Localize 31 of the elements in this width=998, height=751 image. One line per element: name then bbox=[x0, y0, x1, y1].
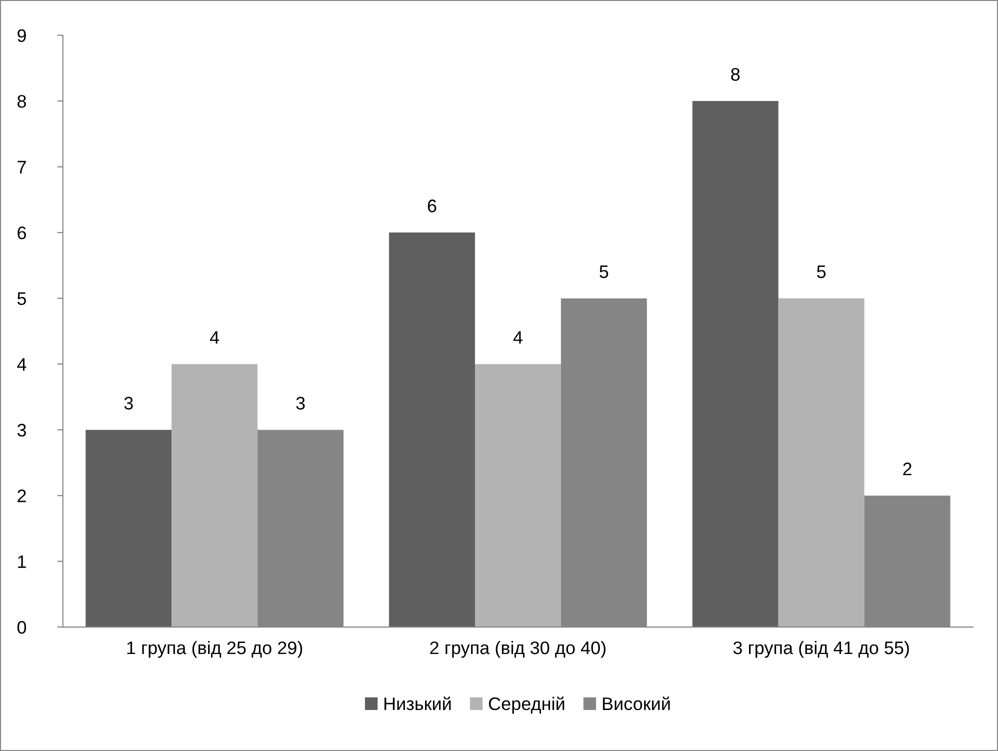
bar bbox=[474, 364, 561, 628]
y-tick-label: 4 bbox=[17, 358, 26, 371]
legend-label: Середній bbox=[488, 696, 564, 714]
legend-label: Високий bbox=[602, 696, 670, 710]
bar bbox=[86, 430, 172, 628]
bar bbox=[389, 232, 475, 628]
y-tick-label: 9 bbox=[18, 29, 26, 42]
x-tick-label: 2 група (від 30 до 40) bbox=[430, 640, 606, 658]
data-label: 3 bbox=[124, 396, 133, 410]
data-label: 4 bbox=[513, 331, 522, 344]
bar bbox=[692, 101, 778, 628]
data-label: 2 bbox=[903, 462, 912, 476]
data-label: 8 bbox=[731, 68, 740, 81]
data-label: 5 bbox=[817, 265, 826, 278]
y-tick-label: 5 bbox=[17, 292, 26, 306]
y-tick-label: 2 bbox=[18, 490, 26, 502]
data-label: 3 bbox=[296, 396, 305, 410]
data-label: 5 bbox=[600, 265, 608, 278]
y-tick-label: 8 bbox=[18, 94, 26, 108]
bar bbox=[172, 364, 258, 628]
data-label: 6 bbox=[428, 200, 436, 212]
data-label: 4 bbox=[210, 331, 220, 344]
y-tick-label: 7 bbox=[18, 160, 26, 174]
legend-label: Низький bbox=[384, 696, 451, 710]
y-tick-label: 3 bbox=[17, 424, 26, 437]
y-tick-label: 6 bbox=[18, 226, 26, 240]
bar bbox=[778, 298, 864, 628]
y-tick-label: 0 bbox=[17, 621, 26, 634]
y-tick-label: 1 bbox=[18, 555, 26, 568]
x-tick-label: 1 група (від 25 до 29) bbox=[127, 640, 302, 658]
x-tick-label: 3 група (від 41 до 55) bbox=[733, 640, 909, 658]
